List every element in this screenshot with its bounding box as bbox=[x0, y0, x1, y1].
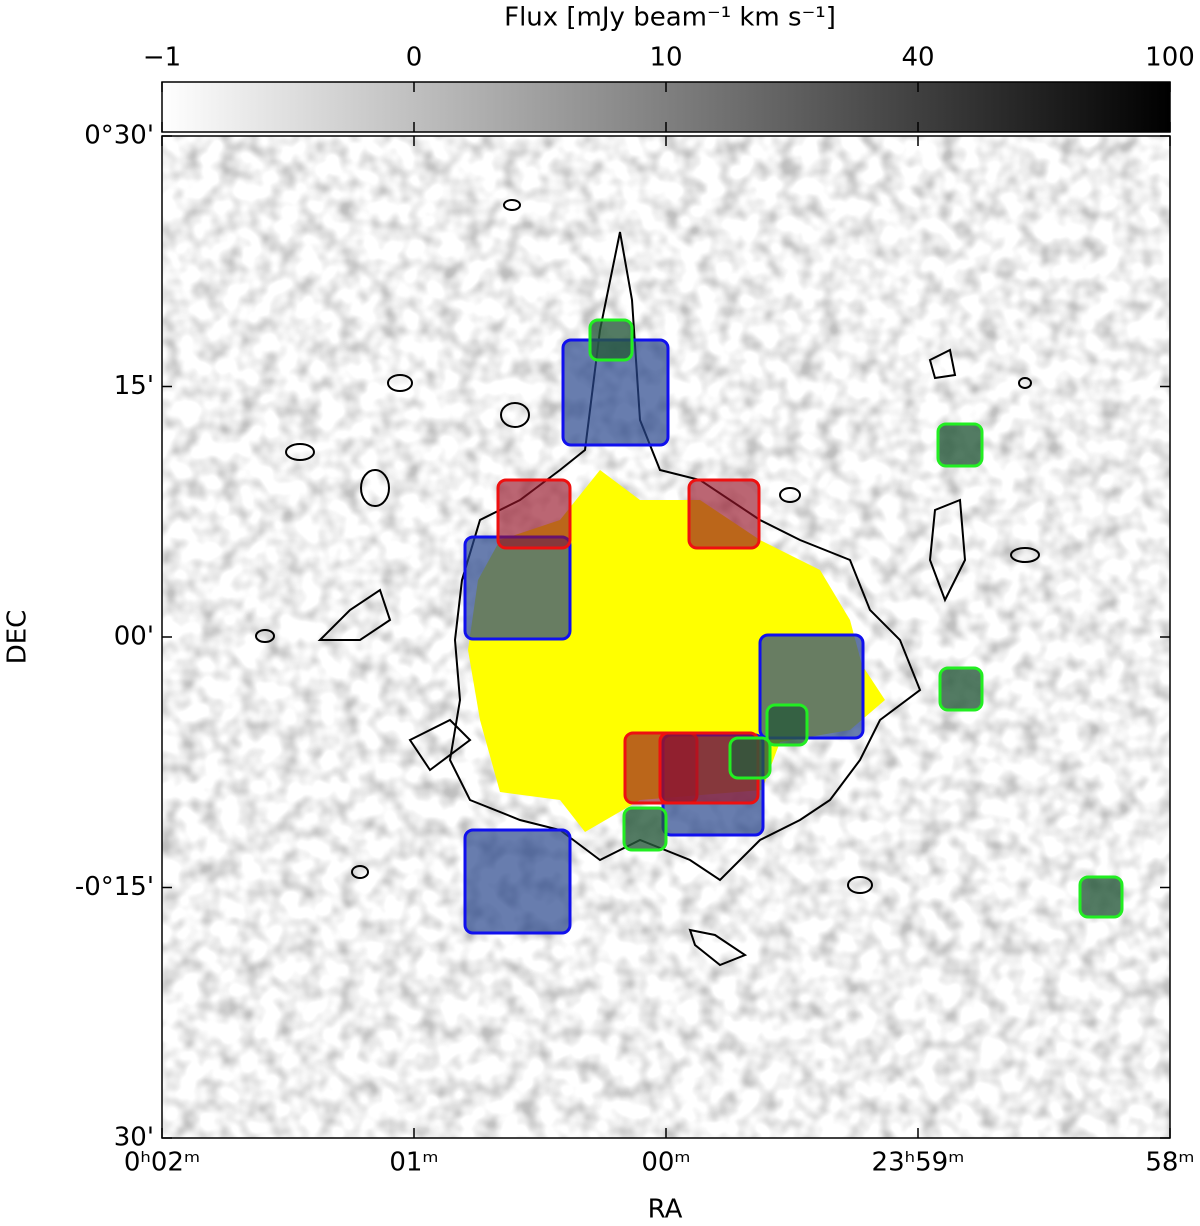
contour bbox=[928, 498, 967, 603]
region-box bbox=[687, 478, 761, 550]
x-axis-label: RA bbox=[648, 1195, 683, 1225]
contour bbox=[688, 928, 748, 967]
contour bbox=[847, 876, 873, 894]
contour bbox=[928, 348, 957, 380]
y-tick-label: 0°30' bbox=[84, 121, 154, 151]
contour bbox=[500, 402, 530, 428]
y-tick-label: -0°15' bbox=[75, 872, 154, 902]
region-box bbox=[1078, 875, 1124, 919]
contour bbox=[408, 718, 472, 772]
contour bbox=[503, 199, 521, 211]
contour bbox=[1010, 547, 1040, 563]
contour bbox=[448, 231, 922, 882]
region-box bbox=[496, 478, 572, 550]
colorbar-tick-label: 100 bbox=[1145, 43, 1195, 73]
region-box bbox=[463, 535, 572, 641]
colorbar-tick-label: 40 bbox=[901, 43, 934, 73]
y-tick-label: 15' bbox=[114, 371, 154, 401]
x-tick-label: 0ʰ02ᵐ bbox=[124, 1148, 200, 1178]
contour bbox=[387, 374, 413, 392]
region-box bbox=[622, 806, 668, 852]
regions bbox=[463, 318, 1124, 935]
region-box bbox=[936, 422, 984, 468]
image bbox=[162, 136, 1170, 1138]
contour bbox=[285, 443, 315, 461]
contour bbox=[317, 588, 392, 641]
region-box bbox=[588, 318, 634, 362]
region-box bbox=[938, 666, 984, 712]
contour bbox=[779, 487, 801, 503]
contour bbox=[360, 469, 390, 507]
colorbar-tick-label: −1 bbox=[143, 43, 181, 73]
x-tick-label: 58ᵐ bbox=[1145, 1148, 1194, 1178]
colorbar-tick-label: 10 bbox=[649, 43, 682, 73]
colorbar-tick-label: 0 bbox=[406, 43, 423, 73]
x-tick-label: 00ᵐ bbox=[641, 1148, 690, 1178]
colorbar-label: Flux [mJy beam⁻¹ km s⁻¹] bbox=[504, 3, 836, 33]
x-tick-label: 01ᵐ bbox=[389, 1148, 438, 1178]
contour bbox=[351, 865, 369, 879]
contour bbox=[255, 629, 275, 643]
y-tick-label: 00' bbox=[114, 622, 154, 652]
x-tick-label: 23ʰ59ᵐ bbox=[872, 1148, 965, 1178]
y-tick-label: 30' bbox=[114, 1123, 154, 1153]
contour bbox=[1018, 377, 1032, 389]
region-box bbox=[728, 736, 772, 780]
region-box bbox=[463, 828, 572, 935]
y-axis-label: DEC bbox=[3, 610, 33, 665]
region-box bbox=[765, 703, 809, 747]
